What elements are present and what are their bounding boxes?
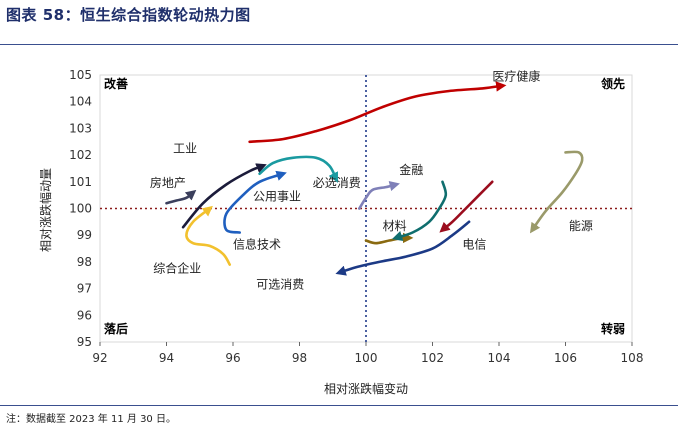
rotation-chart: 92 94 96 98 100 102 104 106 108 95 96 97 98 99 100 101 1… xyxy=(38,68,643,396)
quadrant-bottom-left: 落后 xyxy=(104,321,128,336)
series-line xyxy=(391,180,448,241)
x-tick-label: 104 xyxy=(488,351,511,365)
footer-divider xyxy=(0,405,678,406)
y-axis-label: 相对涨跌幅动量 xyxy=(38,168,53,252)
series-line xyxy=(248,81,507,144)
y-tick-label: 98 xyxy=(77,255,92,269)
quadrant-top-left: 改善 xyxy=(104,76,128,91)
series-line xyxy=(358,180,400,210)
x-tick-label: 94 xyxy=(159,351,174,365)
series-line xyxy=(185,205,231,266)
series-label: 金融 xyxy=(399,162,423,177)
series-label: 电信 xyxy=(462,238,486,252)
series-label: 信息技术 xyxy=(233,237,281,252)
x-tick-label: 92 xyxy=(92,351,107,365)
x-tick-label: 106 xyxy=(554,351,577,365)
y-tick-label: 99 xyxy=(77,228,92,242)
series-group xyxy=(165,81,584,276)
y-tick-label: 100 xyxy=(69,202,92,216)
series-label: 综合企业 xyxy=(153,261,201,276)
series-label: 可选消费 xyxy=(256,278,304,292)
axes: 92 94 96 98 100 102 104 106 108 95 96 97 98 99 100 101 1… xyxy=(69,68,643,365)
title-divider xyxy=(0,44,678,45)
x-axis-label: 相对涨跌幅变动 xyxy=(324,381,408,396)
y-tick-label: 103 xyxy=(69,121,92,135)
x-tick-label: 98 xyxy=(292,351,307,365)
y-tick-label: 101 xyxy=(69,175,92,189)
series-label: 公用事业 xyxy=(253,189,301,203)
y-tick-label: 95 xyxy=(77,335,92,349)
y-tick-label: 104 xyxy=(69,95,92,109)
series-line xyxy=(181,163,267,229)
x-tick-label: 100 xyxy=(355,351,378,365)
series-line xyxy=(223,170,287,234)
figure-title: 图表 58：恒生综合指数轮动热力图 xyxy=(6,6,251,24)
series-label: 能源 xyxy=(569,219,593,233)
series-label: 医疗健康 xyxy=(492,68,540,83)
series-label: 工业 xyxy=(173,141,197,155)
y-tick-label: 97 xyxy=(77,282,92,296)
x-tick-label: 96 xyxy=(225,351,240,365)
series-line xyxy=(529,150,584,234)
series-label: 必选消费 xyxy=(313,176,361,190)
series-label: 材料 xyxy=(383,219,407,233)
x-tick-label: 102 xyxy=(421,351,444,365)
series-line xyxy=(165,189,197,205)
y-tick-label: 102 xyxy=(69,148,92,162)
quadrant-bottom-right: 转弱 xyxy=(601,321,625,336)
series-line xyxy=(364,232,414,245)
data-note: 注：数据截至 2023 年 11 月 30 日。 xyxy=(6,414,176,425)
x-tick-label: 108 xyxy=(621,351,644,365)
y-tick-label: 96 xyxy=(77,308,92,322)
series-line xyxy=(335,220,471,276)
series-line xyxy=(258,155,338,183)
y-tick-label: 105 xyxy=(69,68,92,82)
series-line xyxy=(439,180,494,233)
series-label: 房地产 xyxy=(150,175,186,190)
quadrant-top-right: 领先 xyxy=(601,76,625,91)
